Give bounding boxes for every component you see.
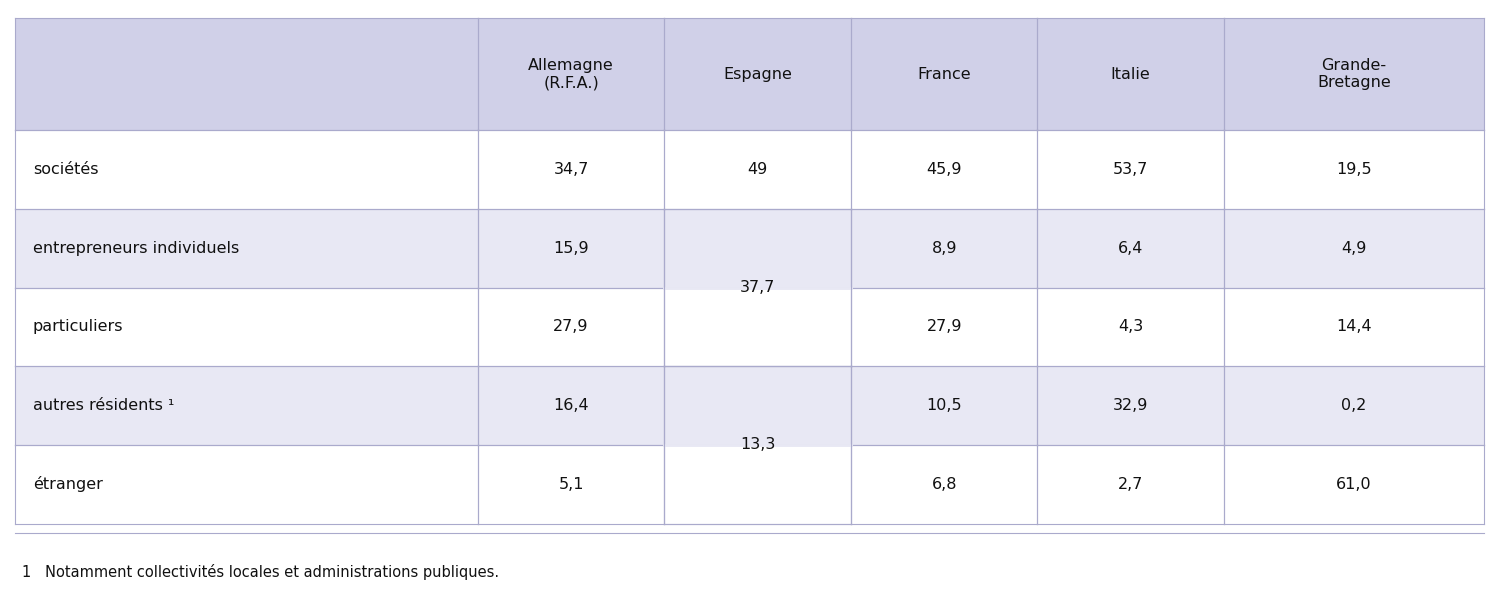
Bar — [15, 366, 478, 445]
Text: 1   Notamment collectivités locales et administrations publiques.: 1 Notamment collectivités locales et adm… — [22, 565, 499, 580]
Text: Italie: Italie — [1111, 66, 1151, 82]
Bar — [478, 209, 664, 287]
Bar — [664, 366, 851, 445]
Bar — [1225, 287, 1484, 366]
Bar — [851, 18, 1037, 130]
Text: 32,9: 32,9 — [1114, 398, 1148, 413]
Bar — [1037, 130, 1225, 209]
Bar — [851, 445, 1037, 524]
Text: 53,7: 53,7 — [1114, 162, 1148, 177]
Text: 2,7: 2,7 — [1118, 477, 1144, 492]
Text: 13,3: 13,3 — [741, 437, 775, 452]
Bar — [1225, 130, 1484, 209]
Bar — [1037, 18, 1225, 130]
Bar — [478, 366, 664, 445]
Text: étranger: étranger — [33, 476, 103, 492]
Text: Allemagne
(R.F.A.): Allemagne (R.F.A.) — [528, 58, 615, 90]
Text: 27,9: 27,9 — [553, 319, 589, 334]
Text: 14,4: 14,4 — [1336, 319, 1372, 334]
Bar — [1225, 209, 1484, 287]
Bar — [1225, 18, 1484, 130]
Bar — [1225, 366, 1484, 445]
Text: 6,4: 6,4 — [1118, 241, 1144, 256]
Text: 37,7: 37,7 — [741, 280, 775, 295]
Text: 6,8: 6,8 — [931, 477, 956, 492]
Text: 16,4: 16,4 — [553, 398, 589, 413]
Text: entrepreneurs individuels: entrepreneurs individuels — [33, 241, 240, 256]
Bar — [478, 445, 664, 524]
Text: particuliers: particuliers — [33, 319, 123, 334]
Bar — [15, 287, 478, 366]
Bar — [664, 130, 851, 209]
Text: 15,9: 15,9 — [553, 241, 589, 256]
Text: 10,5: 10,5 — [926, 398, 962, 413]
Text: 8,9: 8,9 — [931, 241, 956, 256]
Text: 4,9: 4,9 — [1342, 241, 1367, 256]
Bar — [851, 366, 1037, 445]
Bar — [1225, 445, 1484, 524]
Text: 34,7: 34,7 — [553, 162, 589, 177]
Bar — [478, 18, 664, 130]
Bar — [851, 209, 1037, 287]
Text: autres résidents ¹: autres résidents ¹ — [33, 398, 174, 413]
Text: France: France — [917, 66, 971, 82]
Bar — [15, 445, 478, 524]
Text: Espagne: Espagne — [723, 66, 791, 82]
Bar — [851, 130, 1037, 209]
Text: 19,5: 19,5 — [1336, 162, 1372, 177]
Text: Grande-
Bretagne: Grande- Bretagne — [1318, 58, 1391, 90]
Text: 61,0: 61,0 — [1336, 477, 1372, 492]
Text: 0,2: 0,2 — [1342, 398, 1367, 413]
Bar — [664, 18, 851, 130]
Bar — [664, 209, 851, 287]
Bar — [1037, 366, 1225, 445]
Bar — [1037, 287, 1225, 366]
Text: 4,3: 4,3 — [1118, 319, 1144, 334]
Bar — [15, 209, 478, 287]
Bar — [851, 287, 1037, 366]
Bar — [1037, 209, 1225, 287]
Bar — [664, 445, 851, 524]
Text: 45,9: 45,9 — [926, 162, 962, 177]
Bar — [15, 18, 478, 130]
Bar — [1037, 445, 1225, 524]
Bar — [15, 130, 478, 209]
Bar — [478, 130, 664, 209]
Bar — [478, 287, 664, 366]
Text: 49: 49 — [748, 162, 767, 177]
Text: sociétés: sociétés — [33, 162, 99, 177]
Bar — [664, 287, 851, 366]
Text: 5,1: 5,1 — [558, 477, 583, 492]
Text: 27,9: 27,9 — [926, 319, 962, 334]
